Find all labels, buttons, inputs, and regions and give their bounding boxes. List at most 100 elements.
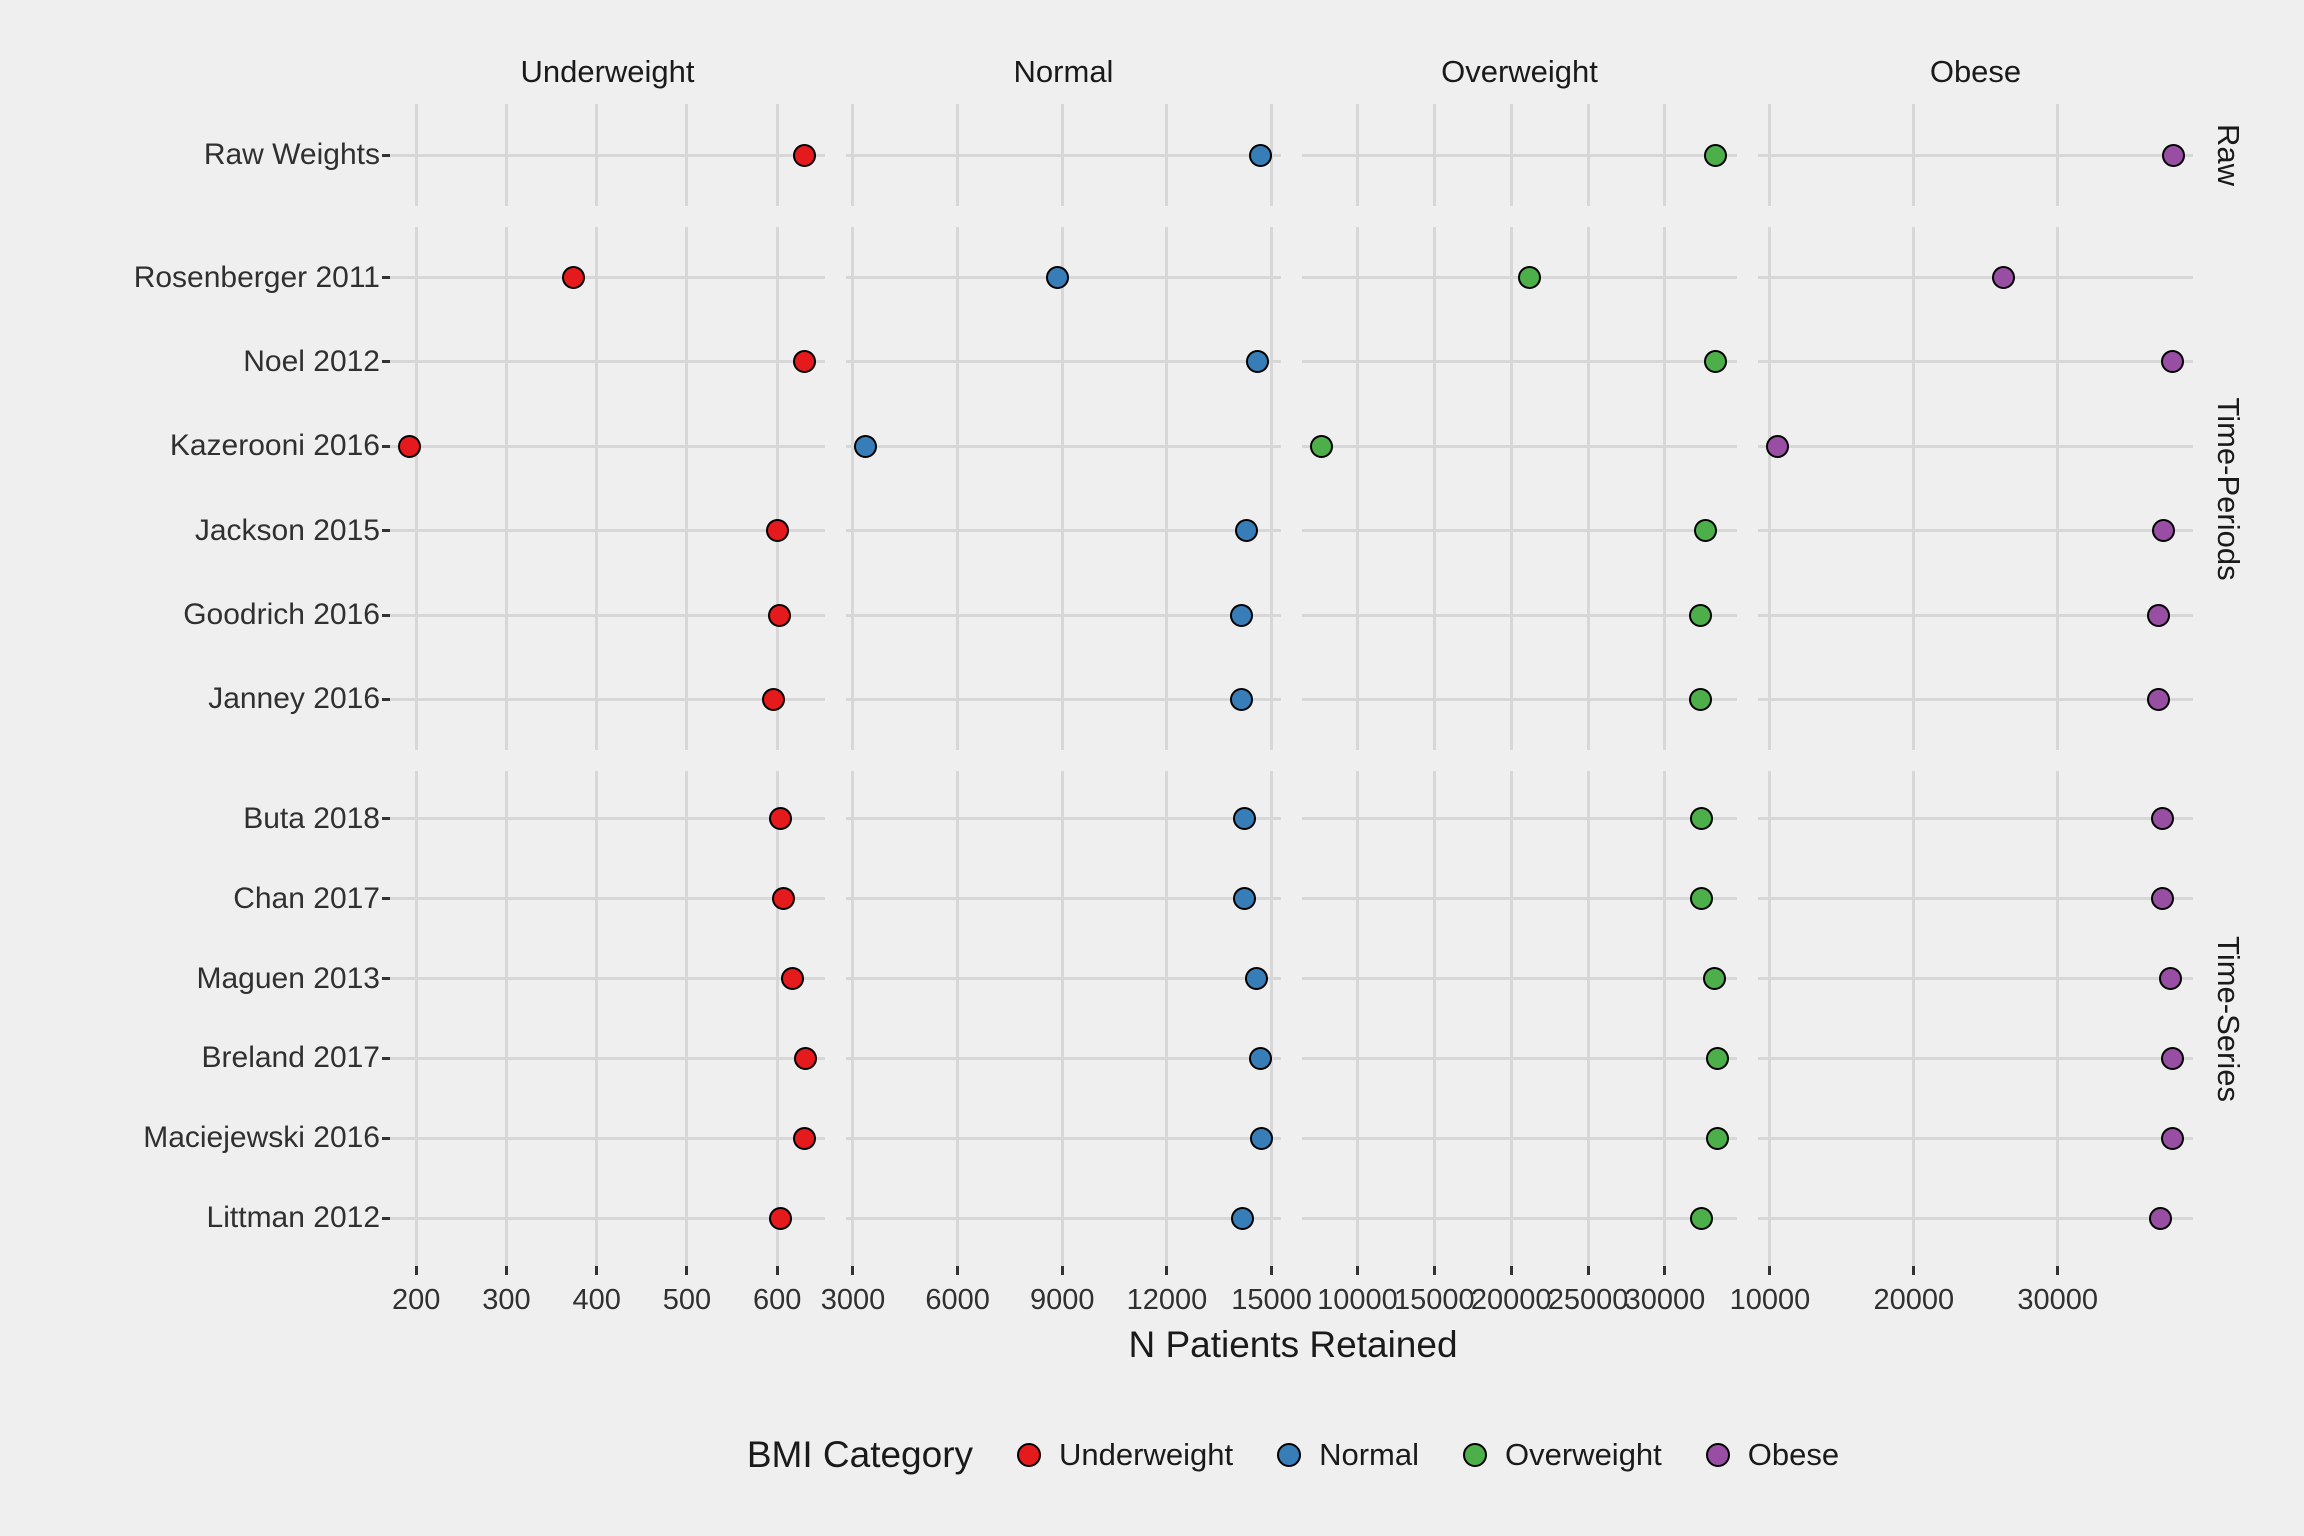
data-point bbox=[2160, 350, 2184, 374]
col-facet-label: Overweight bbox=[1441, 54, 1598, 89]
data-point bbox=[2160, 1046, 2184, 1070]
row-facet-label: Raw bbox=[2211, 123, 2246, 187]
h-gridline bbox=[390, 1056, 825, 1060]
v-gridline bbox=[1270, 771, 1274, 1266]
x-tick-mark bbox=[685, 1266, 689, 1275]
data-point bbox=[1688, 687, 1712, 711]
h-gridline bbox=[390, 276, 825, 280]
row-facet-label: Time-Series bbox=[2211, 935, 2246, 1102]
data-point bbox=[1693, 519, 1717, 543]
h-gridline bbox=[846, 360, 1281, 364]
x-tick-label: 500 bbox=[662, 1284, 712, 1316]
x-tick-mark bbox=[851, 1266, 855, 1275]
facet-panel bbox=[1758, 227, 2193, 750]
legend-item: Underweight bbox=[1017, 1437, 1233, 1473]
h-gridline bbox=[390, 817, 825, 821]
y-tick-mark bbox=[382, 1136, 391, 1140]
x-tick-mark bbox=[2056, 1266, 2060, 1275]
data-point bbox=[2158, 967, 2182, 991]
y-tick-label: Rosenberger 2011 bbox=[133, 260, 380, 294]
data-point bbox=[1234, 519, 1258, 543]
v-gridline bbox=[414, 771, 418, 1266]
x-axis-title: N Patients Retained bbox=[1128, 1324, 1458, 1365]
h-gridline bbox=[1758, 817, 2193, 821]
v-gridline bbox=[2056, 771, 2060, 1266]
h-gridline bbox=[1302, 1056, 1737, 1060]
h-gridline bbox=[1758, 360, 2193, 364]
data-point bbox=[792, 350, 816, 374]
x-tick-mark bbox=[1663, 1266, 1667, 1275]
x-tick-label: 600 bbox=[752, 1284, 802, 1316]
x-tick-mark bbox=[414, 1266, 418, 1275]
y-tick-label: Kazerooni 2016 bbox=[169, 429, 380, 463]
h-gridline bbox=[846, 817, 1281, 821]
v-gridline bbox=[414, 227, 418, 750]
data-point bbox=[1992, 266, 2016, 290]
h-gridline bbox=[846, 1056, 1281, 1060]
x-tick-mark bbox=[1060, 1266, 1064, 1275]
data-point bbox=[2146, 603, 2170, 627]
y-tick-mark bbox=[382, 897, 391, 901]
col-facet-label: Normal bbox=[1013, 54, 1114, 89]
h-gridline bbox=[1302, 613, 1737, 617]
y-tick-label: Breland 2017 bbox=[201, 1041, 380, 1075]
h-gridline bbox=[1302, 1136, 1737, 1140]
x-tick-label: 30000 bbox=[2017, 1284, 2099, 1316]
x-tick-label: 30000 bbox=[1624, 1284, 1706, 1316]
v-gridline bbox=[504, 227, 508, 750]
data-point bbox=[1702, 967, 1726, 991]
data-point bbox=[2148, 1206, 2172, 1230]
y-tick-label: Noel 2012 bbox=[243, 344, 380, 378]
data-point bbox=[1232, 807, 1256, 831]
v-gridline bbox=[1586, 771, 1590, 1266]
x-tick-mark bbox=[1270, 1266, 1274, 1275]
data-point bbox=[1689, 807, 1713, 831]
data-point bbox=[2150, 887, 2174, 911]
data-point bbox=[1703, 350, 1727, 374]
h-gridline bbox=[1758, 1136, 2193, 1140]
h-gridline bbox=[846, 977, 1281, 981]
v-gridline bbox=[775, 771, 779, 1266]
y-tick-mark bbox=[382, 697, 391, 701]
legend-item: Overweight bbox=[1463, 1437, 1662, 1473]
data-point bbox=[762, 687, 786, 711]
v-gridline bbox=[1432, 771, 1436, 1266]
v-gridline bbox=[1270, 227, 1274, 750]
legend-key-dot bbox=[1705, 1443, 1730, 1467]
data-point bbox=[1310, 434, 1334, 458]
y-tick-mark bbox=[382, 1216, 391, 1220]
h-gridline bbox=[1758, 276, 2193, 280]
data-point bbox=[854, 434, 878, 458]
h-gridline bbox=[390, 360, 825, 364]
y-tick-label: Buta 2018 bbox=[243, 801, 380, 835]
facet-panel bbox=[390, 104, 825, 206]
data-point bbox=[768, 603, 792, 627]
v-gridline bbox=[595, 771, 599, 1266]
data-point bbox=[792, 1126, 816, 1150]
y-tick-mark bbox=[382, 613, 391, 617]
data-point bbox=[1705, 1046, 1729, 1070]
y-tick-label: Littman 2012 bbox=[206, 1201, 380, 1235]
h-gridline bbox=[390, 613, 825, 617]
x-tick-label: 15000 bbox=[1394, 1284, 1475, 1316]
y-tick-mark bbox=[382, 817, 391, 821]
h-gridline bbox=[1302, 897, 1737, 901]
v-gridline bbox=[1355, 227, 1359, 750]
v-gridline bbox=[956, 771, 960, 1266]
x-tick-label: 3000 bbox=[820, 1284, 886, 1316]
y-tick-mark bbox=[382, 1056, 391, 1060]
col-facet-label: Obese bbox=[1929, 54, 2022, 89]
v-gridline bbox=[1509, 227, 1513, 750]
h-gridline bbox=[1302, 529, 1737, 533]
h-gridline bbox=[846, 444, 1281, 448]
y-tick-mark bbox=[382, 977, 391, 981]
legend-key-dot bbox=[1277, 1443, 1302, 1467]
h-gridline bbox=[390, 529, 825, 533]
y-tick-label: Goodrich 2016 bbox=[183, 598, 380, 632]
h-gridline bbox=[1758, 529, 2193, 533]
v-gridline bbox=[2056, 227, 2060, 750]
data-point bbox=[2151, 519, 2175, 543]
v-gridline bbox=[851, 227, 855, 750]
x-tick-label: 10000 bbox=[1317, 1284, 1398, 1316]
data-point bbox=[1766, 434, 1790, 458]
